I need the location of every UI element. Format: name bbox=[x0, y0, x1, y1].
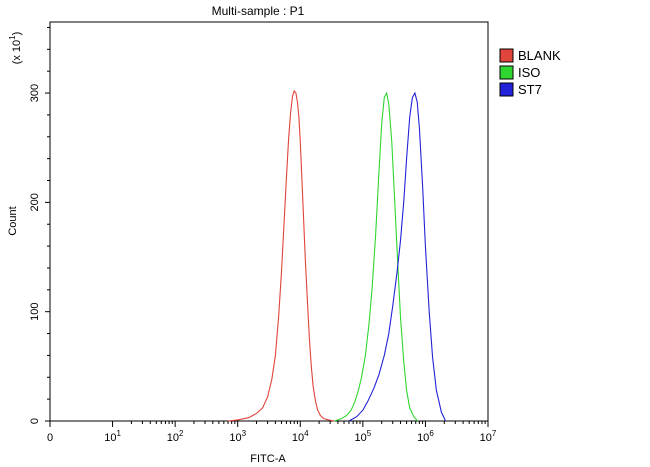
legend-label-iso: ISO bbox=[518, 65, 540, 80]
y-tick-label: 200 bbox=[29, 193, 41, 211]
legend: BLANK ISO ST7 bbox=[499, 48, 561, 97]
series-blank-curve bbox=[227, 89, 335, 422]
y-tick-label: 0 bbox=[29, 418, 41, 424]
x-axis-label: FITC-A bbox=[250, 453, 286, 465]
plot-frame bbox=[49, 21, 489, 422]
x-tick-label: 0 bbox=[47, 432, 53, 444]
x-tick-label: 107 bbox=[480, 429, 497, 444]
x-tick-label: 103 bbox=[229, 429, 246, 444]
series-st7-curve bbox=[348, 91, 447, 422]
y-axis: 0 100 200 300 bbox=[29, 26, 50, 424]
y-tick-label: 100 bbox=[29, 303, 41, 321]
y-multiplier-prefix: (x 10 bbox=[11, 40, 23, 64]
y-axis-label: Count bbox=[7, 206, 19, 235]
series-iso-curve bbox=[334, 91, 419, 422]
x-tick-label: 105 bbox=[355, 429, 372, 444]
svg-text:(x 101): (x 101) bbox=[8, 32, 23, 65]
y-multiplier-suffix: ) bbox=[11, 32, 23, 36]
plot-border bbox=[49, 21, 489, 422]
y-axis-multiplier: (x 101) bbox=[8, 32, 23, 65]
x-tick-label: 101 bbox=[104, 429, 121, 444]
legend-label-blank: BLANK bbox=[518, 48, 561, 63]
x-tick-label: 106 bbox=[417, 429, 434, 444]
chart-title: Multi-sample : P1 bbox=[212, 4, 305, 18]
y-tick-label: 300 bbox=[29, 84, 41, 102]
y-multiplier-exponent: 1 bbox=[8, 35, 17, 40]
x-tick-label: 102 bbox=[167, 429, 184, 444]
x-tick-label: 104 bbox=[292, 429, 309, 444]
x-axis: 0 101 102 103 104 105 106 107 bbox=[47, 421, 497, 444]
legend-label-st7: ST7 bbox=[518, 82, 542, 97]
legend-swatch-blank bbox=[499, 48, 514, 63]
series-layer bbox=[227, 89, 447, 422]
legend-swatch-st7 bbox=[499, 82, 514, 97]
legend-swatch-iso bbox=[499, 65, 514, 80]
